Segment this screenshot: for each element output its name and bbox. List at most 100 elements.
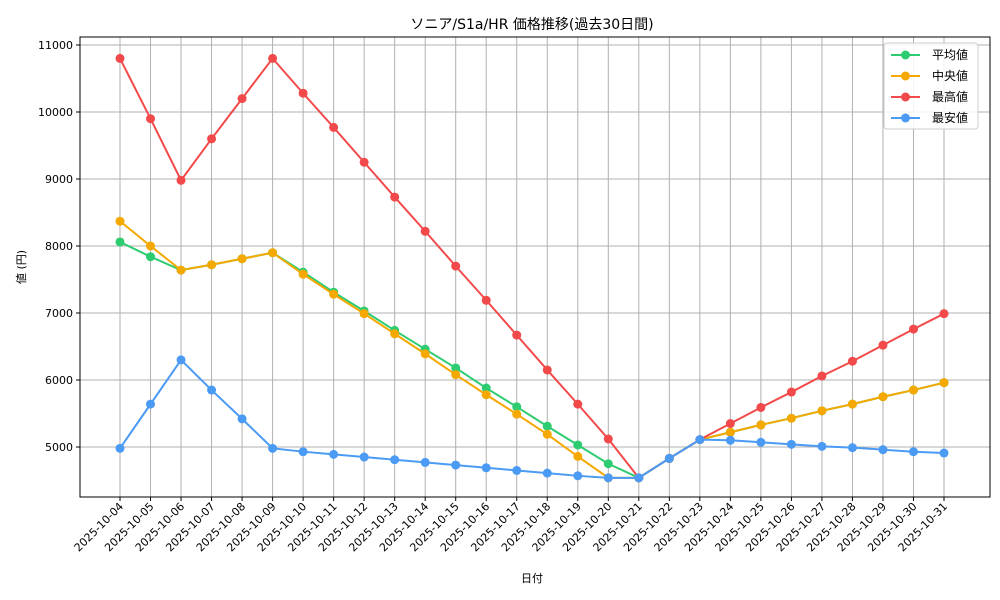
y-tick-label: 6000 [45,374,73,387]
data-point [298,447,308,457]
data-point [329,449,339,459]
legend-marker-icon [901,71,910,81]
legend-label: 最安値 [932,110,968,125]
data-point [939,378,949,388]
data-point [146,114,156,124]
data-point [573,471,583,481]
data-point [664,453,674,463]
data-point [603,473,613,483]
legend-label: 中央値 [932,68,968,83]
data-point [115,216,125,226]
data-point [268,443,278,453]
legend-item: 平均値 [891,47,968,62]
data-point [207,134,217,144]
data-point [847,399,857,409]
data-point [817,371,827,381]
data-point [512,402,522,412]
data-point [878,340,888,350]
data-point [542,365,552,375]
legend-marker-icon [901,92,910,102]
data-point [359,157,369,167]
data-point [268,248,278,258]
data-point [908,324,918,334]
data-point [817,406,827,416]
data-point [603,459,613,469]
data-point [939,448,949,458]
data-point [115,53,125,63]
data-point [115,237,125,247]
data-point [298,269,308,279]
x-axis-label: 日付 [521,572,543,585]
data-point [847,356,857,366]
series-line [115,216,949,483]
data-point [573,440,583,450]
data-point [146,241,156,251]
y-axis-label: 値 (円) [15,250,28,284]
legend-marker-icon [901,113,910,123]
data-point [573,451,583,461]
series-line [115,355,949,483]
legend-item: 最安値 [891,110,968,125]
data-point [542,421,552,431]
data-point [481,390,491,400]
data-point [207,385,217,395]
legend-item: 最高値 [891,89,968,104]
data-point [847,443,857,453]
data-point [268,53,278,63]
legend-frame [883,42,979,130]
data-point [451,363,461,373]
data-point [634,473,644,483]
data-point [451,460,461,470]
data-point [390,455,400,465]
data-point [725,427,735,437]
series-path [119,358,945,479]
data-point [756,420,766,430]
data-point [390,192,400,202]
data-point [237,254,247,264]
y-tick-label: 9000 [45,173,73,186]
legend-item: 中央値 [891,68,968,83]
y-tick-label: 5000 [45,441,73,454]
data-point [512,330,522,340]
data-point [329,289,339,299]
data-point [420,349,430,359]
x-axis-ticks: 2025-10-042025-10-052025-10-062025-10-07… [72,497,950,554]
data-point [786,387,796,397]
data-point [237,94,247,104]
y-tick-label: 8000 [45,240,73,253]
legend-marker-icon [901,50,910,60]
legend-label: 平均値 [932,47,968,62]
data-point [237,414,247,424]
data-point [878,445,888,455]
y-tick-label: 11000 [38,39,73,52]
data-point [542,468,552,478]
data-point [908,385,918,395]
data-point [451,261,461,271]
data-point [329,122,339,132]
data-point [115,443,125,453]
data-point [359,452,369,462]
data-point [390,329,400,339]
data-point [207,260,217,270]
data-point [146,252,156,262]
data-point [481,463,491,473]
data-point [146,399,156,409]
data-point [512,409,522,419]
y-axis-ticks: 5000 6000 7000 8000 9000 10000 11000 [38,39,80,454]
data-point [756,437,766,447]
data-point [451,370,461,380]
data-point [725,419,735,429]
data-point [939,309,949,319]
data-point [756,402,766,412]
chart-title: ソニア/S1a/HR 価格推移(過去30日間) [410,17,653,33]
data-point [542,429,552,439]
data-point [786,439,796,449]
data-point [298,88,308,98]
y-tick-label: 10000 [38,106,73,119]
data-point [786,413,796,423]
data-point [420,226,430,236]
data-point [817,441,827,451]
plot-area-frame [79,36,991,498]
